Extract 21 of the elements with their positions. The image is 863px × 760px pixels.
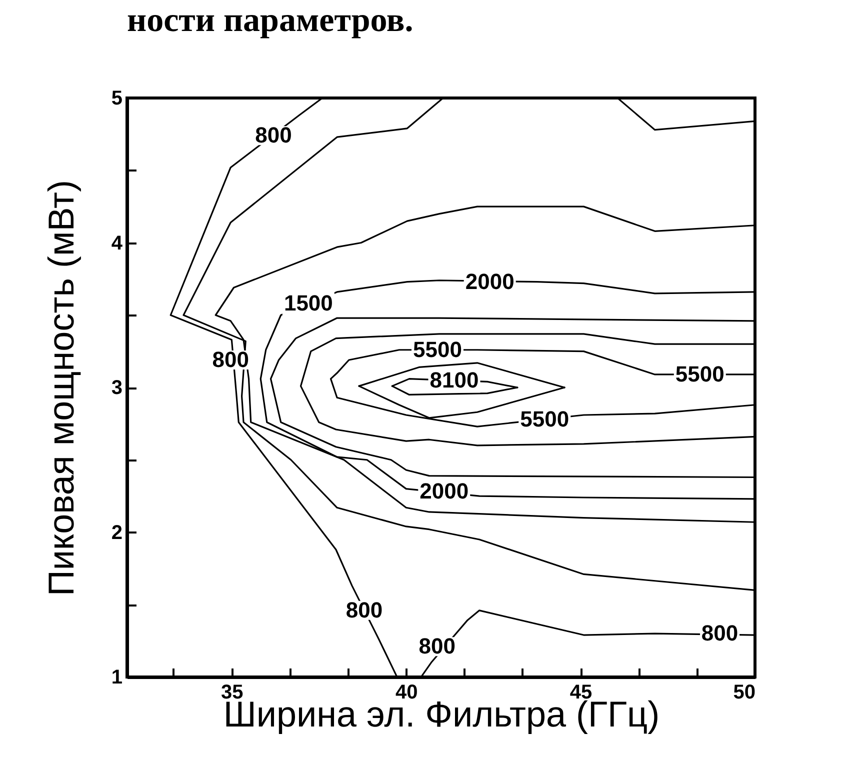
annotation: 2000 — [420, 478, 469, 504]
x-tick-label: 50 — [733, 682, 756, 704]
annotation: 800 — [212, 346, 249, 372]
annotation: 800 — [255, 122, 292, 148]
annotation: 5500 — [520, 406, 570, 432]
x-tick-label: 40 — [395, 682, 418, 704]
annotation: 800 — [701, 620, 738, 646]
y-axis-title: Пиковая мощность (мВт) — [40, 180, 82, 596]
annotation: 5500 — [413, 336, 462, 362]
y-tick-label: 1 — [111, 666, 122, 688]
annotation: 8100 — [430, 367, 479, 392]
y-tick-label: 3 — [111, 377, 122, 399]
y-tick-label: 2 — [111, 522, 122, 544]
chart-title: ности параметров. — [127, 2, 414, 39]
annotation: 5500 — [675, 361, 724, 386]
y-tick-label: 5 — [111, 88, 122, 110]
annotation: 1500 — [284, 290, 333, 316]
y-tick-label: 4 — [111, 232, 124, 254]
annotation: 2000 — [465, 268, 514, 294]
annotation: 800 — [418, 634, 456, 659]
annotation: 800 — [346, 597, 383, 622]
